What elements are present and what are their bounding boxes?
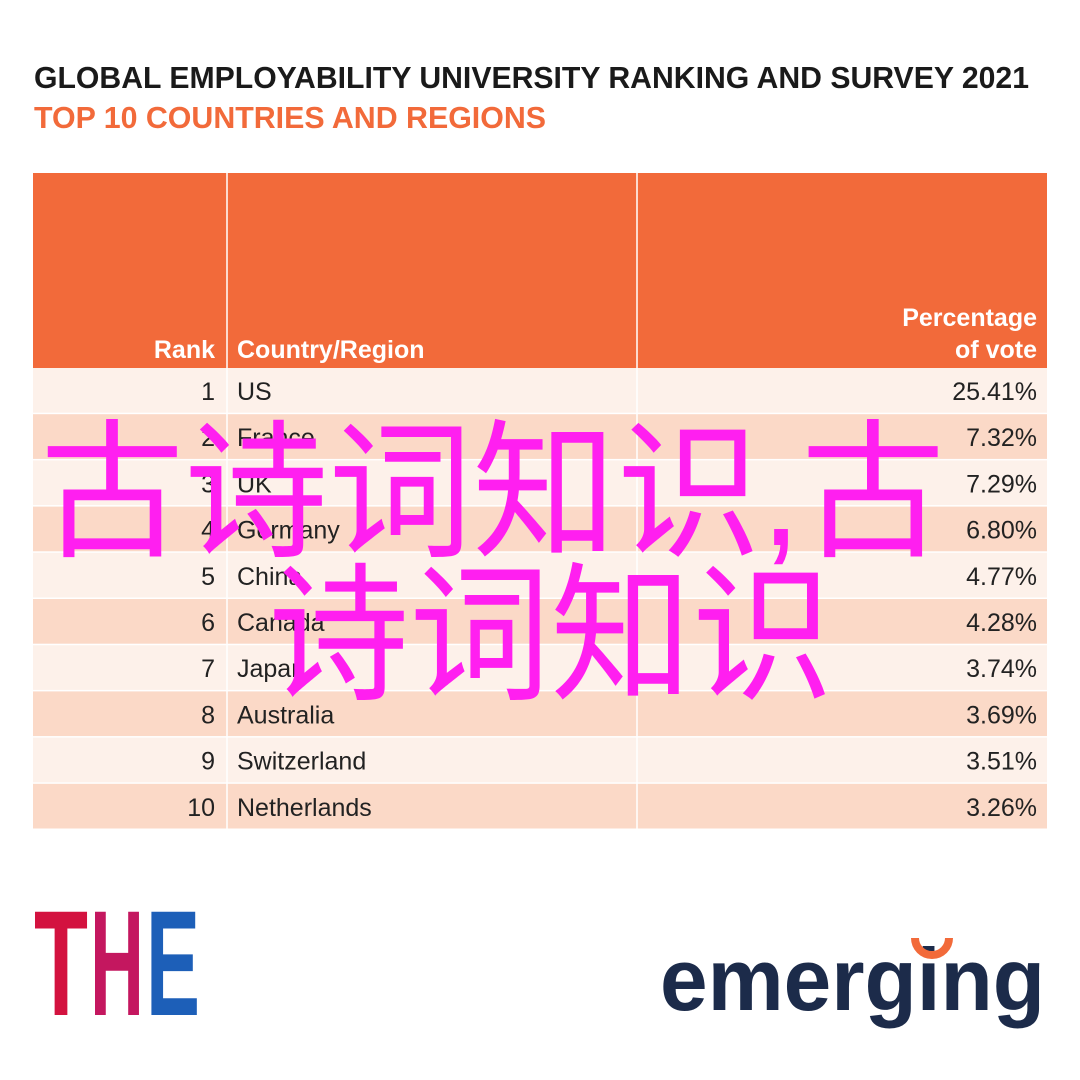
subtitle: TOP 10 COUNTRIES AND REGIONS bbox=[34, 100, 546, 135]
table-cell: Netherlands bbox=[237, 794, 372, 822]
watermark: 古诗词知识,古诗词知识 bbox=[40, 409, 945, 720]
table-cell: 3.51% bbox=[966, 748, 1037, 776]
table-cell: UK bbox=[237, 470, 272, 498]
table-row bbox=[33, 414, 1047, 459]
table-cell: Germany bbox=[237, 517, 340, 545]
table-cell: 3.74% bbox=[966, 655, 1037, 683]
table-cell: 1 bbox=[201, 378, 215, 406]
table-row bbox=[33, 645, 1047, 690]
table-row bbox=[33, 737, 1047, 783]
table-cell: 3.69% bbox=[966, 701, 1037, 729]
table-row bbox=[33, 368, 1047, 413]
table-row bbox=[33, 506, 1047, 552]
column-header: Rank bbox=[154, 336, 215, 364]
table-row bbox=[33, 552, 1047, 598]
the-logo-letter: E bbox=[146, 879, 200, 1047]
table-row bbox=[33, 691, 1047, 737]
header-row bbox=[33, 173, 1047, 368]
table-row bbox=[33, 783, 1047, 829]
watermark-line: 诗词知识 bbox=[268, 552, 833, 720]
the-logo-letter: H bbox=[90, 879, 144, 1047]
watermark-line: 古诗词知识,古 bbox=[40, 409, 945, 577]
table-cell: 25.41% bbox=[952, 378, 1037, 406]
title: GLOBAL EMPLOYABILITY UNIVERSITY RANKING … bbox=[34, 60, 1029, 95]
table-cell: 6.80% bbox=[966, 517, 1037, 545]
table-cell: 5 bbox=[201, 563, 215, 591]
table-cell: 9 bbox=[201, 748, 215, 776]
table-cell: 7.29% bbox=[966, 470, 1037, 498]
table-cell: China bbox=[237, 563, 302, 591]
table-cell: 6 bbox=[201, 609, 215, 637]
table-cell: 8 bbox=[201, 701, 215, 729]
table-row bbox=[33, 460, 1047, 506]
emerging-arc bbox=[911, 937, 953, 959]
table-cell: Canada bbox=[237, 609, 325, 637]
table-cell: France bbox=[237, 424, 315, 452]
column-header: Percentage bbox=[902, 304, 1037, 332]
table-cell: 10 bbox=[187, 794, 215, 822]
table-cell: 2 bbox=[201, 424, 215, 452]
column-header: of vote bbox=[955, 336, 1037, 364]
table-cell: 3.26% bbox=[966, 794, 1037, 822]
table-cell: 3 bbox=[201, 470, 215, 498]
table-cell: 4.28% bbox=[966, 609, 1037, 637]
table-cell: 4.77% bbox=[966, 563, 1037, 591]
column-header: Country/Region bbox=[237, 336, 425, 364]
table-cell: Australia bbox=[237, 701, 334, 729]
table-cell: 4 bbox=[201, 517, 215, 545]
table-cell: 7 bbox=[201, 655, 215, 683]
table-row bbox=[33, 599, 1047, 644]
table-cell: Switzerland bbox=[237, 748, 366, 776]
table-cell: US bbox=[237, 378, 272, 406]
emerging-logo: emerging bbox=[660, 930, 1045, 1029]
the-logo-letter: T bbox=[34, 879, 88, 1047]
table-cell: 7.32% bbox=[966, 424, 1037, 452]
table-cell: Japan bbox=[237, 655, 305, 683]
